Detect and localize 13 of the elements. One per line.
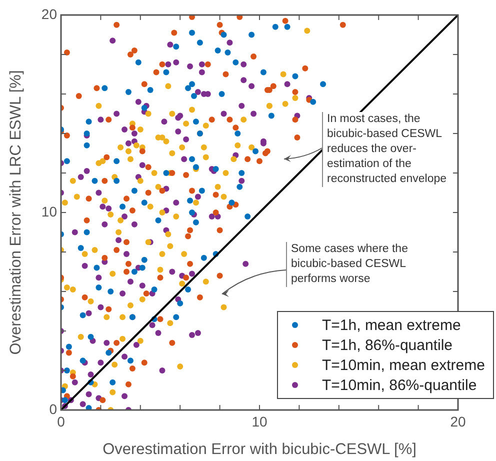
y-tick-label: 0	[49, 400, 58, 417]
x-axis-title: Overestimation Error with bicubic-CESWL [%]	[102, 440, 416, 458]
annotation: In most cases, the bicubic-based CESWL reduces the over- estimation of the reconstructed envelope	[322, 112, 447, 187]
annotation: Some cases where the bicubic-based CESWL performs worse	[286, 242, 408, 287]
legend-label: T=10min, mean extreme	[322, 356, 485, 374]
legend-label: T=10min, 86%-quantile	[322, 376, 477, 394]
x-tick-label: 20	[450, 413, 466, 430]
y-tick-label: 10	[41, 203, 58, 220]
legend-label: T=1h, 86%-quantile	[322, 336, 453, 354]
y-axis-title: Overestimation Error with LRC ESWL [%]	[8, 70, 25, 355]
y-tick-label: 20	[41, 6, 58, 22]
x-tick-label: 10	[252, 413, 268, 430]
legend-label: T=1h, mean extreme	[322, 316, 461, 334]
